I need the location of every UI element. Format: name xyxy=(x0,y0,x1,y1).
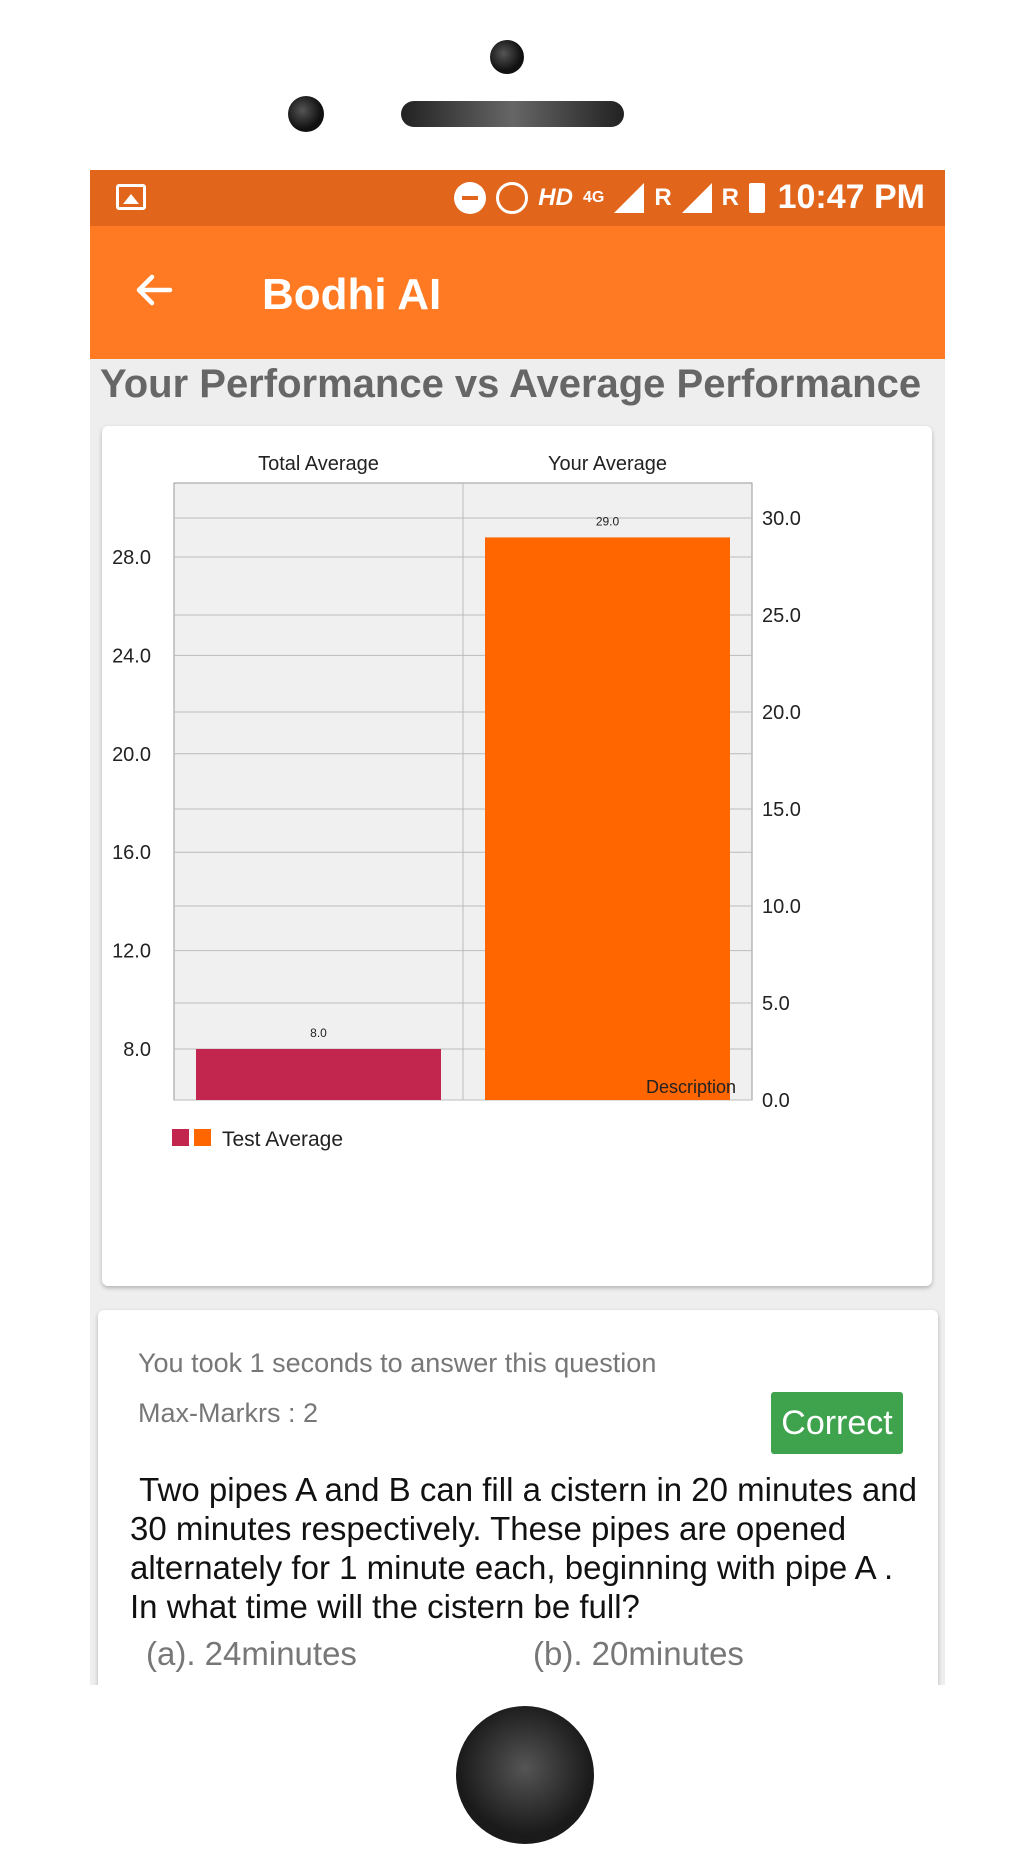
answer-time-text: You took 1 seconds to answer this questi… xyxy=(138,1348,657,1378)
left-axis-tick: 8.0 xyxy=(123,1039,151,1061)
proximity-sensor xyxy=(288,96,324,132)
home-button[interactable] xyxy=(456,1706,594,1844)
right-axis-tick: 0.0 xyxy=(762,1090,790,1112)
performance-chart-card: 8.0 12.0 16.0 20.0 24.0 28.0 0.0 5.0 10.0 15.0 20.… xyxy=(102,426,932,1286)
legend-swatch-your xyxy=(194,1129,211,1146)
phone-screen: HD 4G R R 10:47 PM Bodhi AI Your Perform… xyxy=(90,170,945,1685)
left-axis-tick: 28.0 xyxy=(112,547,151,569)
performance-chart: 8.0 12.0 16.0 20.0 24.0 28.0 0.0 5.0 10.0 15.0 20.… xyxy=(112,453,801,1151)
bar-data-label: 8.0 xyxy=(310,1026,327,1040)
legend-label: Test Average xyxy=(222,1128,343,1151)
right-axis-tick: 20.0 xyxy=(762,702,801,724)
earpiece-speaker xyxy=(401,101,624,127)
correct-badge: Correct xyxy=(771,1392,903,1454)
left-axis-tick: 16.0 xyxy=(112,842,151,864)
question-card: You took 1 seconds to answer this questi… xyxy=(98,1310,938,1685)
network-type-label: 4G xyxy=(582,189,605,206)
hd-label: HD xyxy=(538,184,573,211)
option-b[interactable]: (b). 20minutes xyxy=(533,1635,744,1672)
right-axis-tick: 10.0 xyxy=(762,896,801,918)
back-arrow-icon[interactable] xyxy=(130,266,178,314)
question-text: Two pipes A and B can fill a cistern in … xyxy=(130,1471,927,1625)
max-marks-text: Max-Markrs : 2 xyxy=(138,1398,319,1428)
alarm-icon xyxy=(496,182,529,214)
bar-your-average xyxy=(485,537,730,1100)
app-title: Bodhi AI xyxy=(262,270,442,319)
signal-icon-2 xyxy=(681,183,712,213)
category-label: Your Average xyxy=(548,453,667,475)
right-axis-tick: 30.0 xyxy=(762,508,801,530)
bar-data-label: 29.0 xyxy=(596,514,620,528)
left-axis-tick: 24.0 xyxy=(112,645,151,667)
option-a[interactable]: (a). 24minutes xyxy=(146,1635,357,1672)
category-label: Total Average xyxy=(258,453,379,475)
left-axis-tick: 20.0 xyxy=(112,744,151,766)
roaming-label-1: R xyxy=(654,184,672,211)
bar-total-average xyxy=(196,1049,441,1100)
chart-description: Description xyxy=(646,1077,736,1097)
gallery-notification-icon xyxy=(116,184,146,210)
status-icons: HD 4G R R xyxy=(454,180,765,216)
section-title: Your Performance vs Average Performance xyxy=(100,362,922,406)
legend-swatch-total xyxy=(172,1129,189,1146)
app-bar: Bodhi AI xyxy=(90,226,945,359)
signal-icon xyxy=(614,183,645,213)
status-bar: HD 4G R R 10:47 PM xyxy=(90,170,945,226)
left-axis-tick: 12.0 xyxy=(112,941,151,963)
right-axis-tick: 25.0 xyxy=(762,605,801,627)
status-time: 10:47 PM xyxy=(777,178,925,216)
right-axis-tick: 15.0 xyxy=(762,799,801,821)
roaming-label-2: R xyxy=(721,184,739,211)
front-camera xyxy=(490,40,524,74)
do-not-disturb-icon xyxy=(454,182,487,214)
right-axis-tick: 5.0 xyxy=(762,993,790,1015)
battery-icon xyxy=(749,183,765,213)
